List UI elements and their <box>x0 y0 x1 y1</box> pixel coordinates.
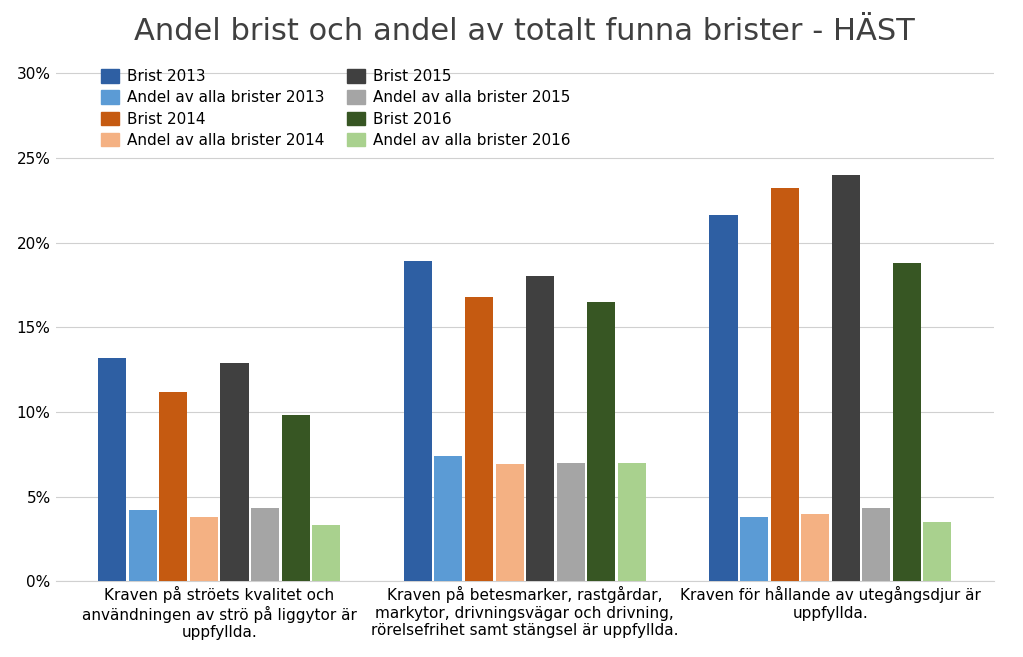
Bar <box>251 509 279 581</box>
Bar <box>862 509 890 581</box>
Bar <box>281 415 310 581</box>
Bar <box>190 517 218 581</box>
Bar <box>770 189 799 581</box>
Bar <box>832 175 859 581</box>
Bar <box>618 463 646 581</box>
Bar <box>801 514 830 581</box>
Bar <box>129 510 157 581</box>
Bar <box>924 522 951 581</box>
Legend: Brist 2013, Andel av alla brister 2013, Brist 2014, Andel av alla brister 2014, : Brist 2013, Andel av alla brister 2013, … <box>100 69 571 148</box>
Bar <box>160 392 187 581</box>
Bar <box>587 302 615 581</box>
Bar <box>893 263 921 581</box>
Bar <box>98 357 126 581</box>
Bar <box>495 464 524 581</box>
Bar <box>526 277 554 581</box>
Bar <box>220 363 249 581</box>
Bar <box>557 463 585 581</box>
Bar <box>435 456 462 581</box>
Bar <box>709 215 738 581</box>
Bar <box>464 297 493 581</box>
Title: Andel brist och andel av totalt funna brister - HÄST: Andel brist och andel av totalt funna br… <box>134 16 916 46</box>
Bar <box>404 261 432 581</box>
Bar <box>312 526 341 581</box>
Bar <box>740 517 768 581</box>
